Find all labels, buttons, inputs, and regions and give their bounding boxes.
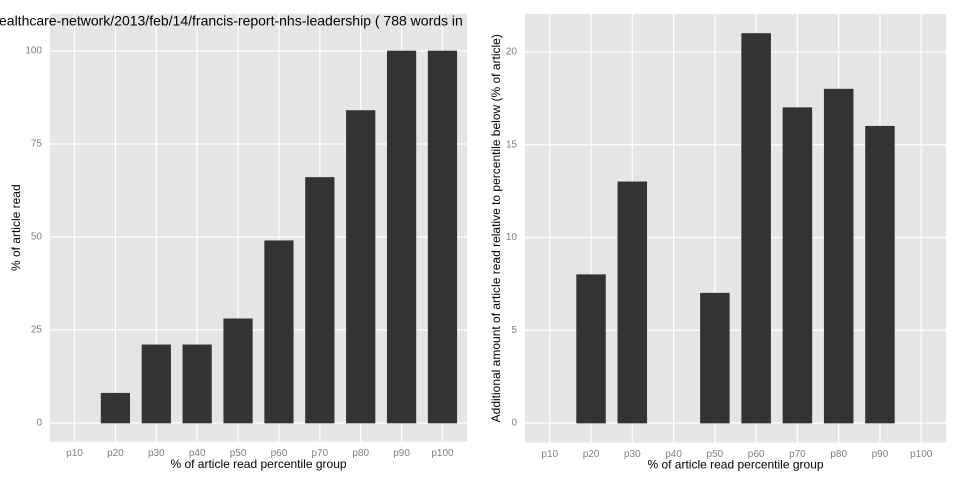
x-tick-label: p80 <box>830 449 847 460</box>
x-tick-label: p70 <box>789 449 806 460</box>
bar <box>782 107 813 424</box>
y-tick-label: 100 <box>25 46 42 57</box>
x-tick-label: p30 <box>624 449 641 460</box>
x-tick-label: p50 <box>230 448 247 459</box>
bar <box>617 181 648 424</box>
x-tick-label: p90 <box>393 448 410 459</box>
x-tick-label: p60 <box>748 449 765 460</box>
x-tick-label: p100 <box>431 448 454 459</box>
y-axis-title: % of article read <box>9 184 23 271</box>
y-tick-label: 5 <box>511 325 517 336</box>
bar <box>386 50 417 424</box>
x-tick-label: p20 <box>583 449 600 460</box>
bar <box>700 292 730 424</box>
x-axis-title: % of article read percentile group <box>647 458 823 472</box>
x-tick-label: p30 <box>148 448 165 459</box>
y-tick-label: 75 <box>31 139 43 150</box>
x-tick-label: p50 <box>707 449 724 460</box>
bar <box>346 110 376 424</box>
y-tick-label: 10 <box>506 232 518 243</box>
bar <box>141 344 171 424</box>
x-tick-label: p40 <box>665 449 682 460</box>
x-tick-label: p40 <box>189 448 206 459</box>
x-tick-label: p60 <box>271 448 288 459</box>
bar <box>576 274 606 424</box>
x-tick-label: p10 <box>66 448 83 459</box>
x-tick-label: p100 <box>910 449 933 460</box>
bar <box>741 33 771 424</box>
y-tick-label: 20 <box>506 47 518 58</box>
bar <box>865 125 895 424</box>
bar <box>223 318 253 424</box>
y-tick-label: 0 <box>511 418 517 429</box>
y-axis-title: Additional amount of article read relati… <box>489 34 503 422</box>
bar <box>823 88 854 424</box>
y-tick-label: 15 <box>506 139 518 150</box>
bar <box>427 50 458 424</box>
bar <box>182 344 212 424</box>
bar <box>305 177 335 424</box>
chart-title: ealthcare-network/2013/feb/14/francis-re… <box>0 13 463 29</box>
x-tick-label: p90 <box>872 449 889 460</box>
y-tick-label: 0 <box>36 418 42 429</box>
bar <box>264 240 294 424</box>
y-tick-label: 50 <box>31 232 43 243</box>
x-tick-label: p80 <box>352 448 369 459</box>
x-tick-label: p20 <box>107 448 124 459</box>
x-axis-title: % of article read percentile group <box>170 457 346 471</box>
y-tick-label: 25 <box>31 325 43 336</box>
x-tick-label: p10 <box>541 449 558 460</box>
x-tick-label: p70 <box>311 448 328 459</box>
bar <box>100 392 131 424</box>
